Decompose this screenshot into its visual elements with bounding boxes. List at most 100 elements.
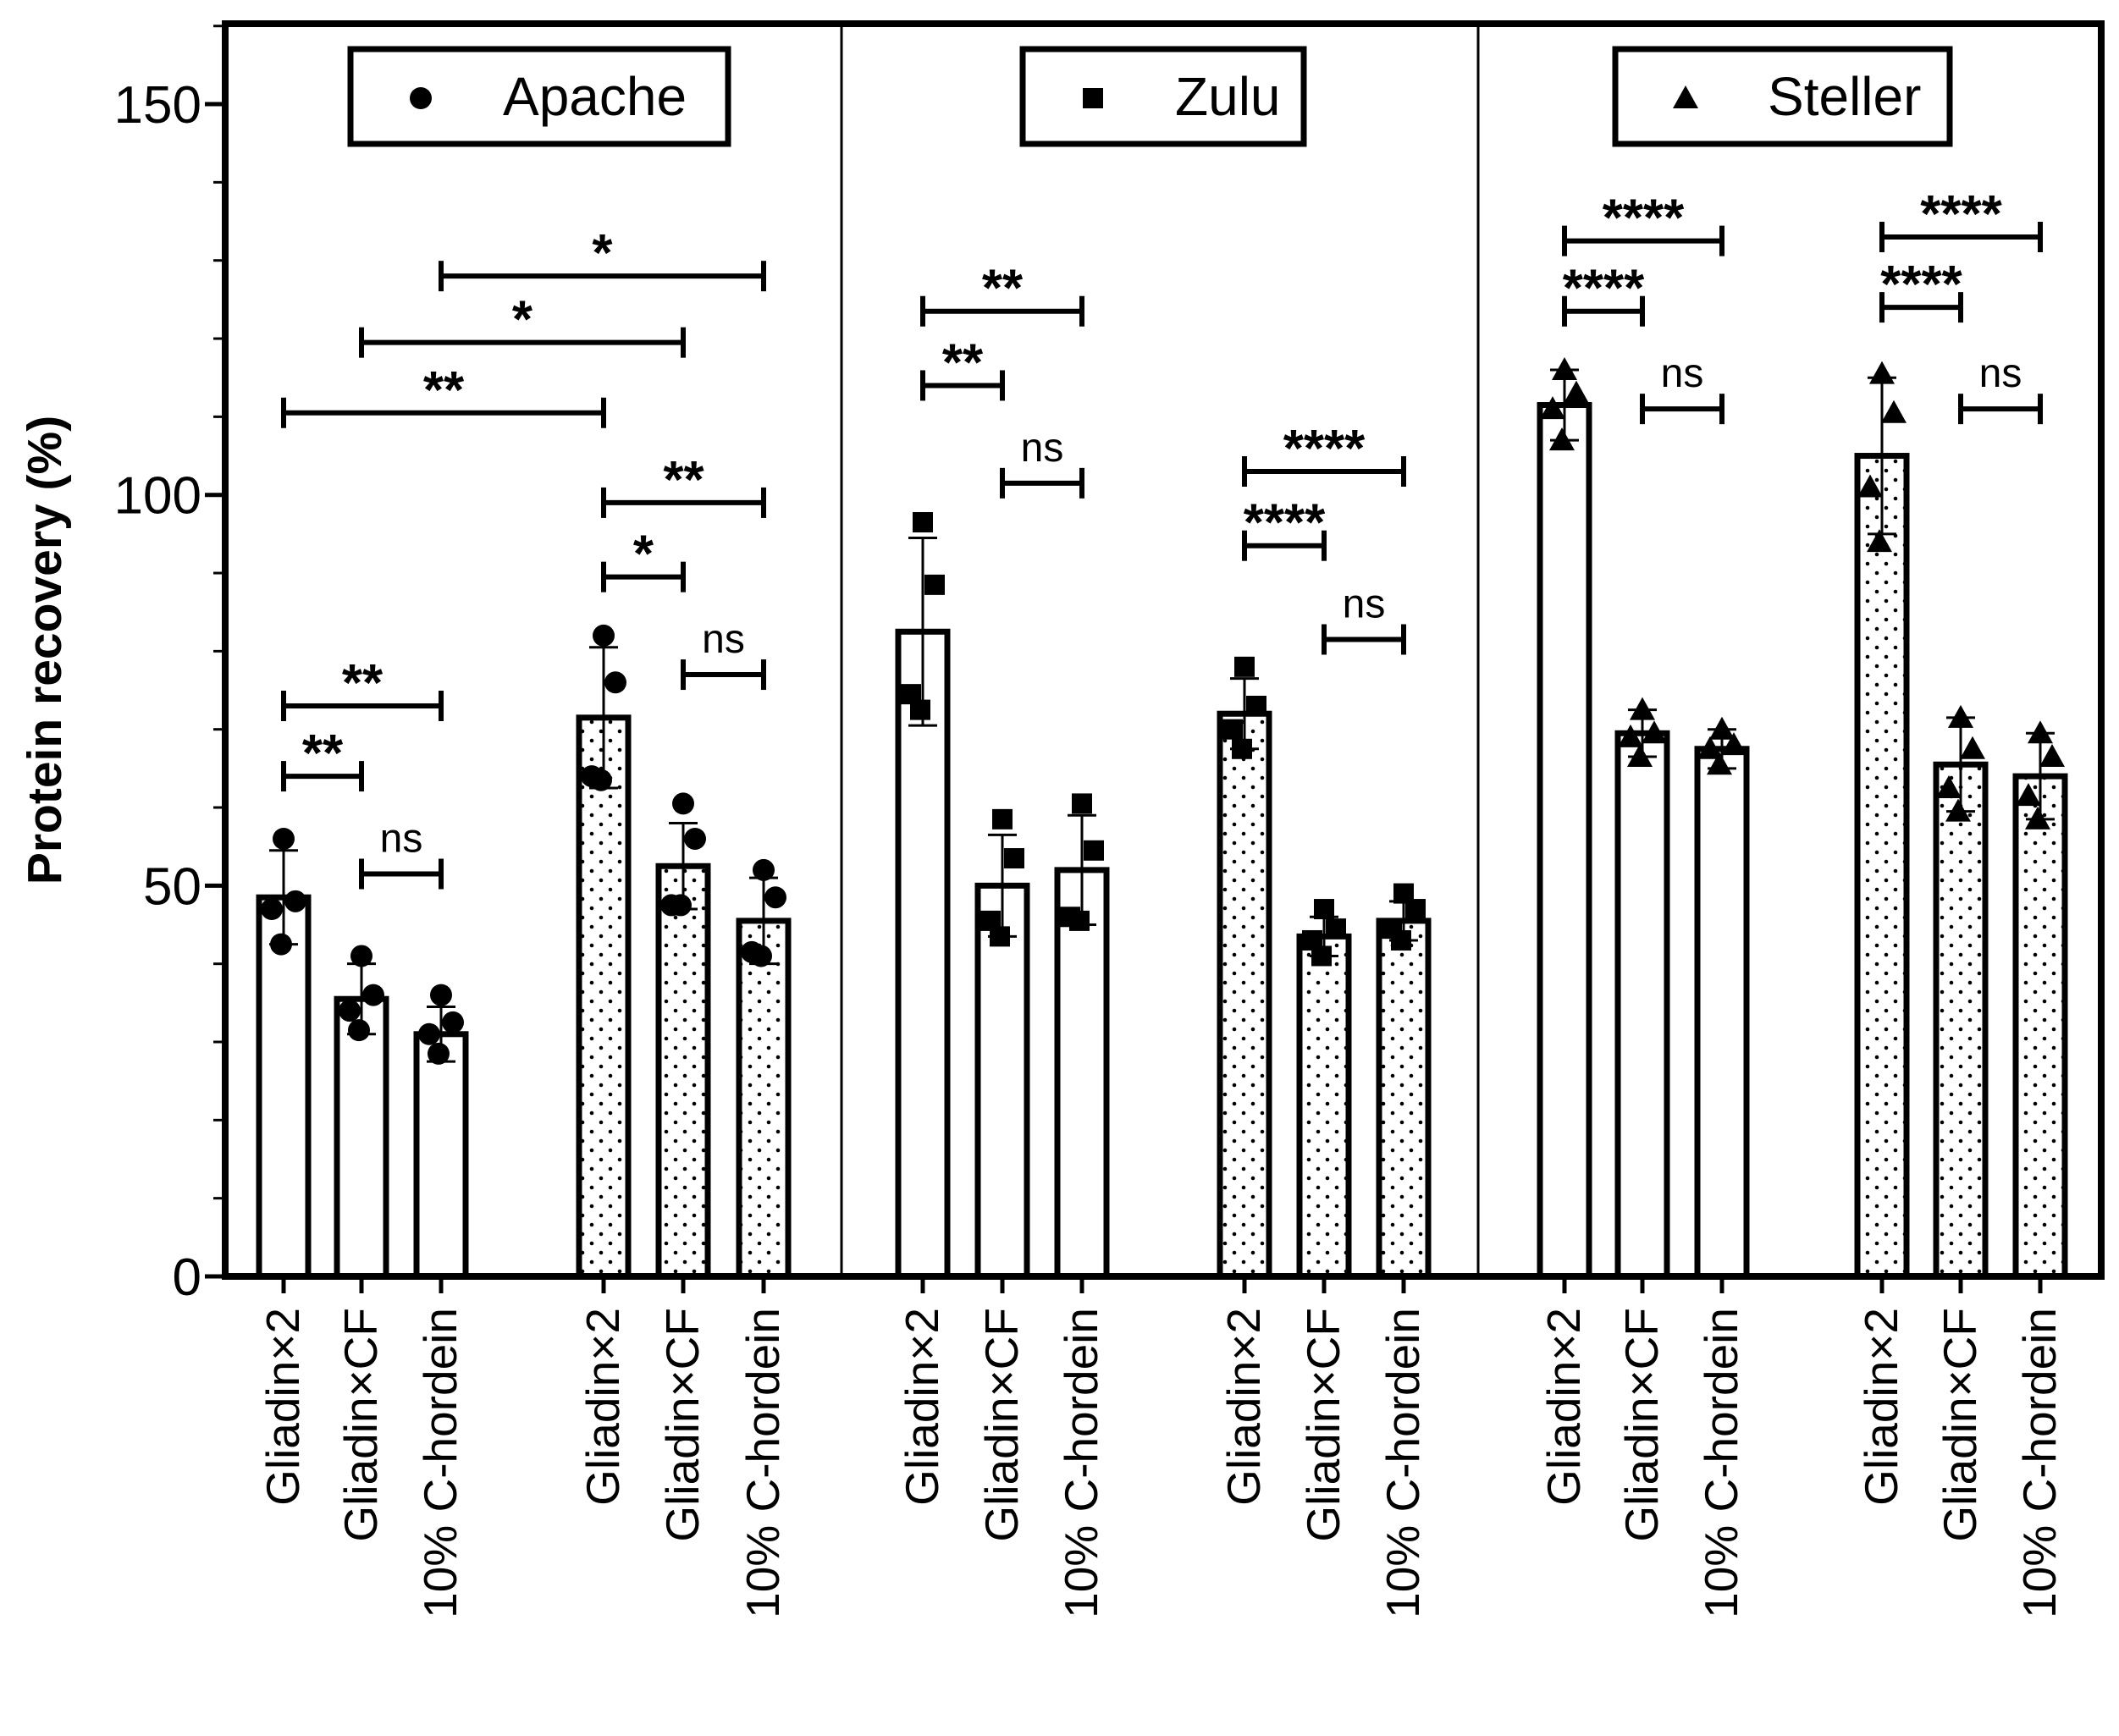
data-point — [1707, 752, 1732, 775]
significance-label: **** — [1880, 256, 1962, 314]
data-point — [430, 984, 452, 1006]
data-point — [590, 769, 612, 791]
bar-steller-0-2 — [1694, 746, 1750, 1280]
x-tick-label: Gliadin×2 — [577, 1308, 629, 1506]
legend-box-steller — [1612, 46, 1953, 147]
data-point — [1627, 744, 1653, 768]
data-point — [1004, 848, 1024, 869]
y-tick-label: 0 — [173, 1248, 201, 1307]
bar-zulu-1-0 — [1217, 710, 1272, 1280]
data-point — [362, 984, 384, 1006]
data-point — [990, 926, 1010, 947]
data-point — [428, 1042, 450, 1065]
legend-marker-triangle — [1673, 85, 1698, 108]
bar-zulu-0-2 — [1054, 867, 1110, 1280]
data-point — [1709, 716, 1735, 740]
x-tick-label: 10% C-hordein — [2013, 1308, 2066, 1618]
bar-zulu-1-2 — [1376, 918, 1432, 1280]
data-point — [1391, 929, 1411, 951]
x-tick-label: Gliadin×CF — [656, 1308, 709, 1542]
x-tick-label: 10% C-hordein — [1695, 1308, 1747, 1618]
significance-label: ns — [1979, 351, 2022, 396]
significance-label: ns — [1343, 582, 1386, 627]
data-point — [1246, 695, 1266, 716]
data-point — [1564, 380, 1589, 404]
x-tick-label: 10% C-hordein — [737, 1308, 789, 1618]
significance-label: **** — [1603, 190, 1685, 248]
significance-label: ns — [380, 817, 423, 862]
data-point — [593, 624, 615, 647]
data-point — [1881, 400, 1907, 423]
data-point — [753, 858, 775, 881]
data-point — [1326, 918, 1346, 940]
data-point — [1936, 774, 1962, 798]
bar-apache-0-2 — [413, 1031, 469, 1280]
significance-label: ** — [423, 361, 465, 420]
data-point — [339, 1000, 361, 1022]
x-tick-label: 10% C-hordein — [1055, 1308, 1107, 1618]
plot-frame — [222, 20, 2105, 1280]
data-point — [1869, 361, 1895, 384]
data-point — [1549, 427, 1575, 451]
data-point — [1945, 798, 1971, 822]
data-point — [261, 898, 283, 921]
bar-steller-1-0 — [1854, 453, 1910, 1280]
x-tick-label: Gliadin×2 — [1855, 1308, 1907, 1506]
y-axis-label: Protein recovery (%) — [18, 416, 72, 885]
x-tick-label: Gliadin×CF — [334, 1308, 387, 1542]
data-point — [604, 671, 626, 694]
data-point — [442, 1011, 464, 1033]
bar-apache-1-2 — [736, 918, 792, 1280]
data-point — [910, 699, 930, 720]
data-point — [1234, 656, 1255, 677]
data-point — [2025, 806, 2050, 829]
data-point — [2028, 720, 2053, 744]
data-point — [348, 1019, 370, 1042]
bar-steller-0-0 — [1537, 402, 1592, 1280]
data-point — [924, 574, 945, 595]
significance-label: **** — [1283, 420, 1366, 478]
x-tick-label: Gliadin×2 — [1217, 1308, 1270, 1506]
data-point — [1311, 945, 1332, 967]
significance-label: ns — [702, 617, 745, 662]
bar-apache-1-0 — [576, 714, 632, 1280]
data-point — [2039, 744, 2065, 768]
significance-label: * — [633, 526, 654, 584]
data-point — [1314, 899, 1334, 920]
x-tick-label: Gliadin×2 — [1537, 1308, 1590, 1506]
data-point — [1405, 899, 1426, 920]
y-tick-label: 100 — [114, 467, 201, 526]
data-point — [913, 512, 933, 533]
data-point — [1642, 720, 1667, 744]
significance-label: ** — [942, 333, 984, 392]
bar-apache-1-1 — [655, 862, 711, 1280]
y-tick-label: 50 — [143, 857, 201, 916]
data-point — [684, 827, 706, 850]
bar-zulu-1-1 — [1296, 933, 1352, 1280]
x-tick-label: 10% C-hordein — [1377, 1308, 1429, 1618]
data-point — [2016, 783, 2041, 807]
significance-label: **** — [1244, 494, 1326, 553]
data-point — [672, 792, 694, 815]
x-tick-label: Gliadin×2 — [896, 1308, 948, 1506]
legend-label-zulu: Zulu — [1175, 66, 1281, 127]
data-point — [1069, 910, 1090, 931]
legend-label-apache: Apache — [503, 66, 687, 127]
significance-label: ** — [342, 654, 384, 713]
legend-label-steller: Steller — [1768, 66, 1921, 127]
data-point — [1867, 529, 1892, 553]
data-point — [1857, 474, 1883, 498]
data-point — [670, 894, 692, 917]
data-point — [1630, 697, 1655, 720]
legend-marker-square — [1083, 88, 1103, 108]
legend-box-zulu — [1019, 46, 1307, 147]
data-point — [1697, 736, 1723, 759]
data-point — [1721, 732, 1747, 756]
data-point — [284, 890, 306, 912]
x-tick-label: Gliadin×CF — [975, 1308, 1028, 1542]
bar-zulu-0-0 — [895, 628, 951, 1280]
significance-label: ** — [663, 451, 704, 510]
significance-label: ns — [1661, 351, 1704, 396]
significance-label: * — [512, 291, 533, 350]
